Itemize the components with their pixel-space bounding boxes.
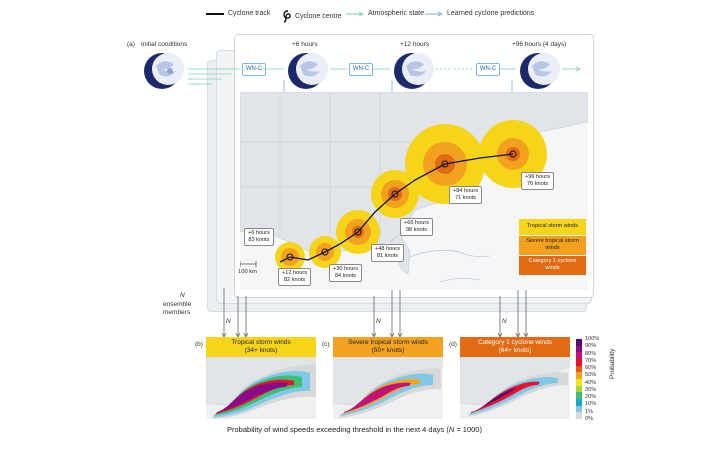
callout-96h: +96 hours 76 knots [521, 172, 555, 190]
globe-6h [288, 53, 328, 89]
legend-learned-predictions: Learned cyclone predictions [425, 10, 534, 17]
colorbar-tick-label: 30% [585, 386, 597, 393]
colorbar-tick-label: 1% [585, 408, 594, 415]
panel-b-letter: (b) [195, 341, 203, 348]
legend-cyclone-track: Cyclone track [206, 10, 270, 17]
wnc-model-box-1: WN-C [242, 63, 266, 76]
colorbar-segment [576, 399, 582, 406]
panel-d-letter: (d) [449, 341, 457, 348]
colorbar-segment [576, 339, 582, 346]
colorbar [576, 339, 582, 420]
colorbar-title: Probability [609, 348, 616, 379]
legend-atmospheric-state: Atmospheric state [346, 10, 424, 17]
legend-cyclone-track-label: Cyclone track [228, 10, 271, 17]
colorbar-segment [576, 405, 582, 413]
callout-30h: +30 hours 84 knots [329, 264, 363, 282]
legend-cyclone-centre: Cyclone centre [282, 10, 342, 23]
ensemble-n-c: N [376, 318, 381, 325]
colorbar-tick-label: 90% [585, 343, 597, 350]
ensemble-n-d: N [502, 318, 507, 325]
callout-6h: +6 hours 83 knots [244, 228, 274, 246]
ensemble-n: N [180, 292, 185, 299]
colorbar-tick-label: 10% [585, 401, 597, 408]
colorbar-segment [576, 392, 582, 400]
legend-atmospheric-state-label: Atmospheric state [368, 10, 425, 17]
step-label-6h: +6 hours [292, 41, 318, 48]
callout-84h: +84 hours 71 knots [449, 186, 483, 204]
track-line-icon [206, 12, 224, 15]
colorbar-segment [576, 359, 582, 366]
colorbar-tick-label: 40% [585, 379, 597, 386]
key-severe-tropical-storm: Severe tropical storm winds [519, 236, 586, 255]
key-tropical-storm: Tropical storm winds [519, 219, 586, 235]
scale-bar-label: 100 km [238, 269, 258, 275]
colorbar-tick-label: 70% [585, 357, 597, 364]
arrow-icon [346, 11, 364, 16]
colorbar-segment [576, 412, 582, 420]
initial-state-globe [144, 53, 184, 89]
legend: Cyclone track Cyclone centre Atmospheric… [0, 10, 709, 26]
arrow-icon [425, 11, 443, 16]
panel-d-title: Category 1 cyclone winds (64+ knots) [460, 337, 570, 357]
panel-b-title: Tropical storm winds (34+ knots) [206, 337, 316, 357]
colorbar-segment [576, 345, 582, 353]
panel-a-letter: (a) [127, 41, 135, 48]
colorbar-segment [576, 372, 582, 380]
ensemble-label-1: ensemble [163, 301, 192, 308]
probability-map-category-1 [460, 357, 570, 419]
ensemble-n-b: N [226, 318, 231, 325]
legend-learned-predictions-label: Learned cyclone predictions [447, 10, 535, 17]
colorbar-segment [576, 365, 582, 373]
colorbar-tick-label: 80% [585, 350, 597, 357]
colorbar-tick-label: 100% [585, 336, 600, 342]
colorbar-tick-label: 50% [585, 372, 597, 379]
callout-12h: +12 hours 82 knots [278, 268, 312, 286]
colorbar-segment [576, 352, 582, 360]
colorbar-segment [576, 385, 582, 393]
colorbar-tick-label: 60% [585, 365, 597, 372]
panel-c-letter: (c) [322, 341, 330, 348]
wnc-model-box-2: WN-C [349, 63, 373, 76]
initial-conditions-label: Initial conditions [141, 41, 188, 48]
colorbar-segment [576, 379, 582, 386]
step-label-96h: +96 hours (4 days) [512, 41, 567, 48]
legend-cyclone-centre-label: Cyclone centre [295, 13, 342, 20]
probability-map-severe-tropical-storm [333, 357, 443, 419]
panel-c-title: Severe tropical storm winds (50+ knots) [333, 337, 443, 357]
step-label-12h: +12 hours [400, 41, 430, 48]
globe-12h [394, 53, 434, 89]
cyclone-symbol-icon [283, 10, 291, 23]
wnc-model-box-3: WN-C [476, 63, 500, 76]
probability-map-tropical-storm [206, 357, 316, 419]
colorbar-tick-label: 20% [585, 394, 597, 401]
figure-caption: Probability of wind speeds exceeding thr… [227, 425, 482, 434]
ensemble-label-2: members [163, 309, 191, 316]
globe-96h [520, 53, 560, 89]
callout-66h: +66 hours 98 knots [400, 218, 434, 236]
callout-48h: +48 hours 81 knots [371, 244, 405, 262]
colorbar-tick-label: 0% [585, 416, 594, 422]
key-category-1: Category 1 cyclone winds [519, 256, 586, 275]
